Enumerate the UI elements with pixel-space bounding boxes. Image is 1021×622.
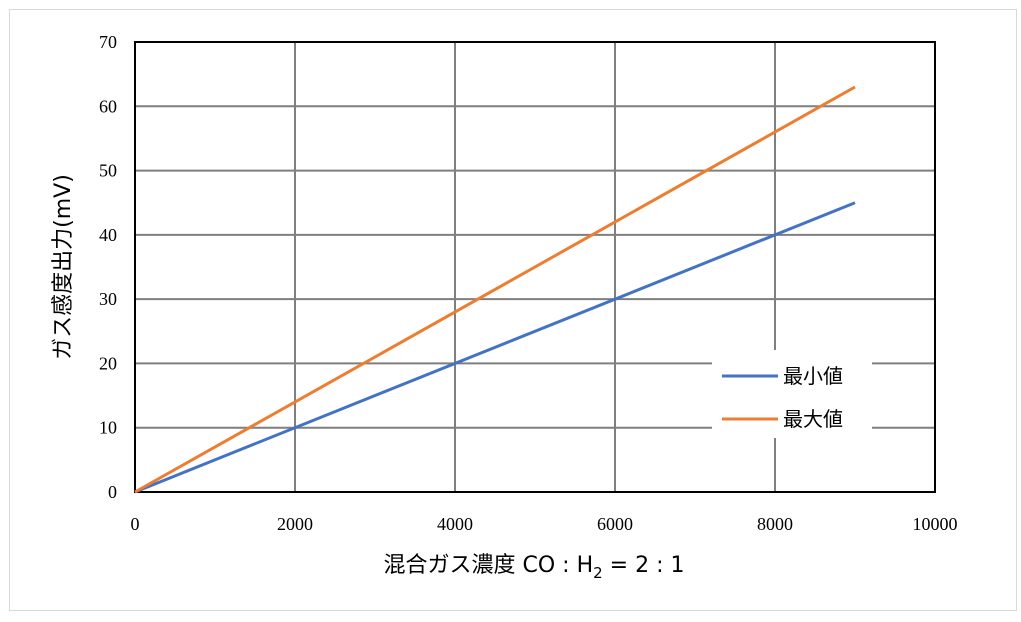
series-lines [134,85,856,494]
legend-background [712,350,872,438]
y-tick-label: 0 [108,482,117,502]
y-tick-label: 20 [99,353,117,373]
x-axis-title: 混合ガス濃度 CO : H2 = 2 : 1 [384,553,685,582]
legend: 最小値 最大値 [712,350,872,438]
y-tick-label: 40 [99,225,117,245]
y-tick-labels: 0 10 20 30 40 50 60 70 [99,32,117,502]
x-tick-label: 0 [131,514,140,534]
x-tick-label: 6000 [597,514,633,534]
series-line-0 [134,201,856,494]
y-tick-label: 60 [99,96,117,116]
y-tick-label: 30 [99,289,117,309]
x-tick-label: 2000 [277,514,313,534]
x-tick-labels: 0 2000 4000 6000 8000 10000 [131,514,958,534]
y-axis-title: ガス感度出力(mV) [51,174,76,360]
x-axis-title-subscript: 2 [593,564,603,582]
legend-label-max: 最大値 [783,407,843,431]
x-tick-label: 8000 [757,514,793,534]
y-tick-label: 10 [99,418,117,438]
chart-frame [9,9,1017,611]
x-tick-label: 4000 [437,514,473,534]
x-tick-label: 10000 [913,514,958,534]
y-tick-label: 50 [99,161,117,181]
legend-label-min: 最小値 [783,364,843,388]
y-tick-label: 70 [99,32,117,52]
plot-area-border [134,41,936,493]
series-line-1 [134,85,856,494]
